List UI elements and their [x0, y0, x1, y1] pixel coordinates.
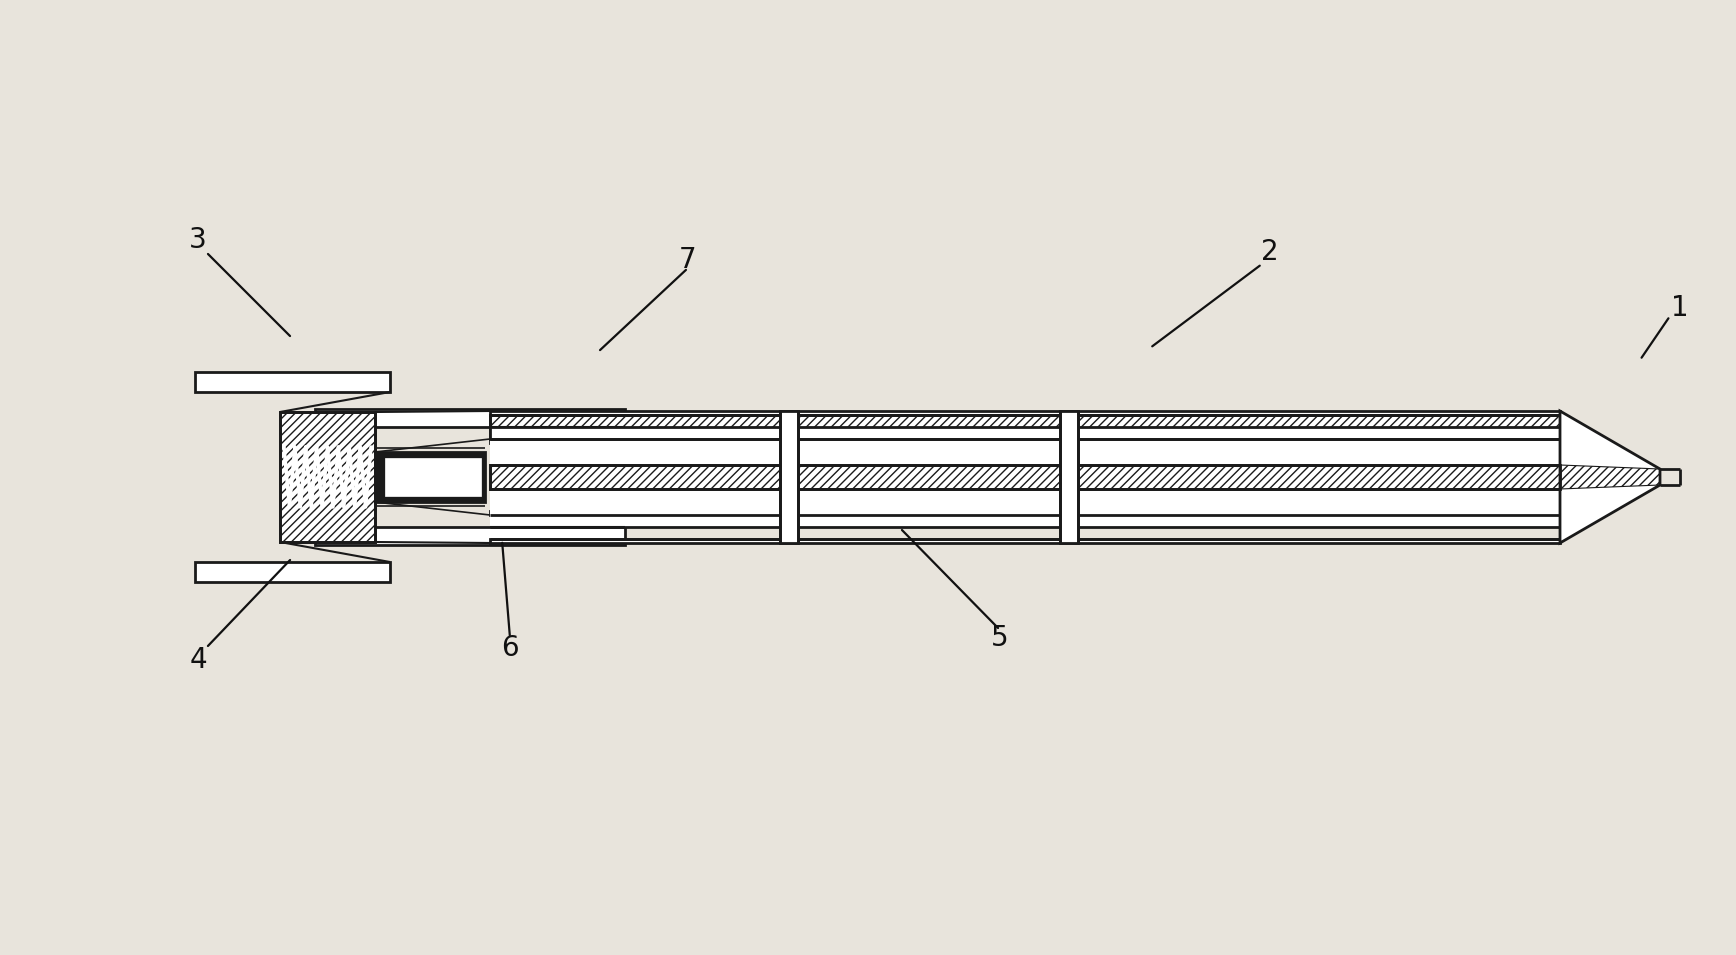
Bar [490, 411, 1561, 415]
Bar [490, 539, 1561, 543]
Bar [490, 511, 1561, 515]
Bar [194, 372, 391, 392]
Text: 4: 4 [189, 646, 207, 674]
Bar [490, 439, 1561, 515]
Bar [490, 415, 1561, 439]
Text: 1: 1 [1672, 294, 1689, 322]
Text: 6: 6 [502, 634, 519, 662]
Bar [375, 452, 484, 502]
Text: 3: 3 [189, 226, 207, 254]
Bar [279, 412, 375, 542]
Bar [279, 412, 375, 542]
Text: 5: 5 [991, 624, 1009, 652]
Text: 7: 7 [679, 246, 696, 274]
Text: 2: 2 [1260, 238, 1279, 266]
Bar [490, 415, 1561, 439]
Bar [314, 409, 625, 427]
Bar [314, 527, 625, 545]
Bar [1061, 411, 1078, 543]
Bar [490, 427, 1561, 527]
Bar [490, 439, 1561, 443]
Bar [385, 458, 481, 496]
Bar [490, 465, 1561, 489]
Bar [490, 465, 1561, 489]
Polygon shape [1561, 411, 1660, 543]
Bar [194, 562, 391, 582]
Bar [779, 411, 799, 543]
